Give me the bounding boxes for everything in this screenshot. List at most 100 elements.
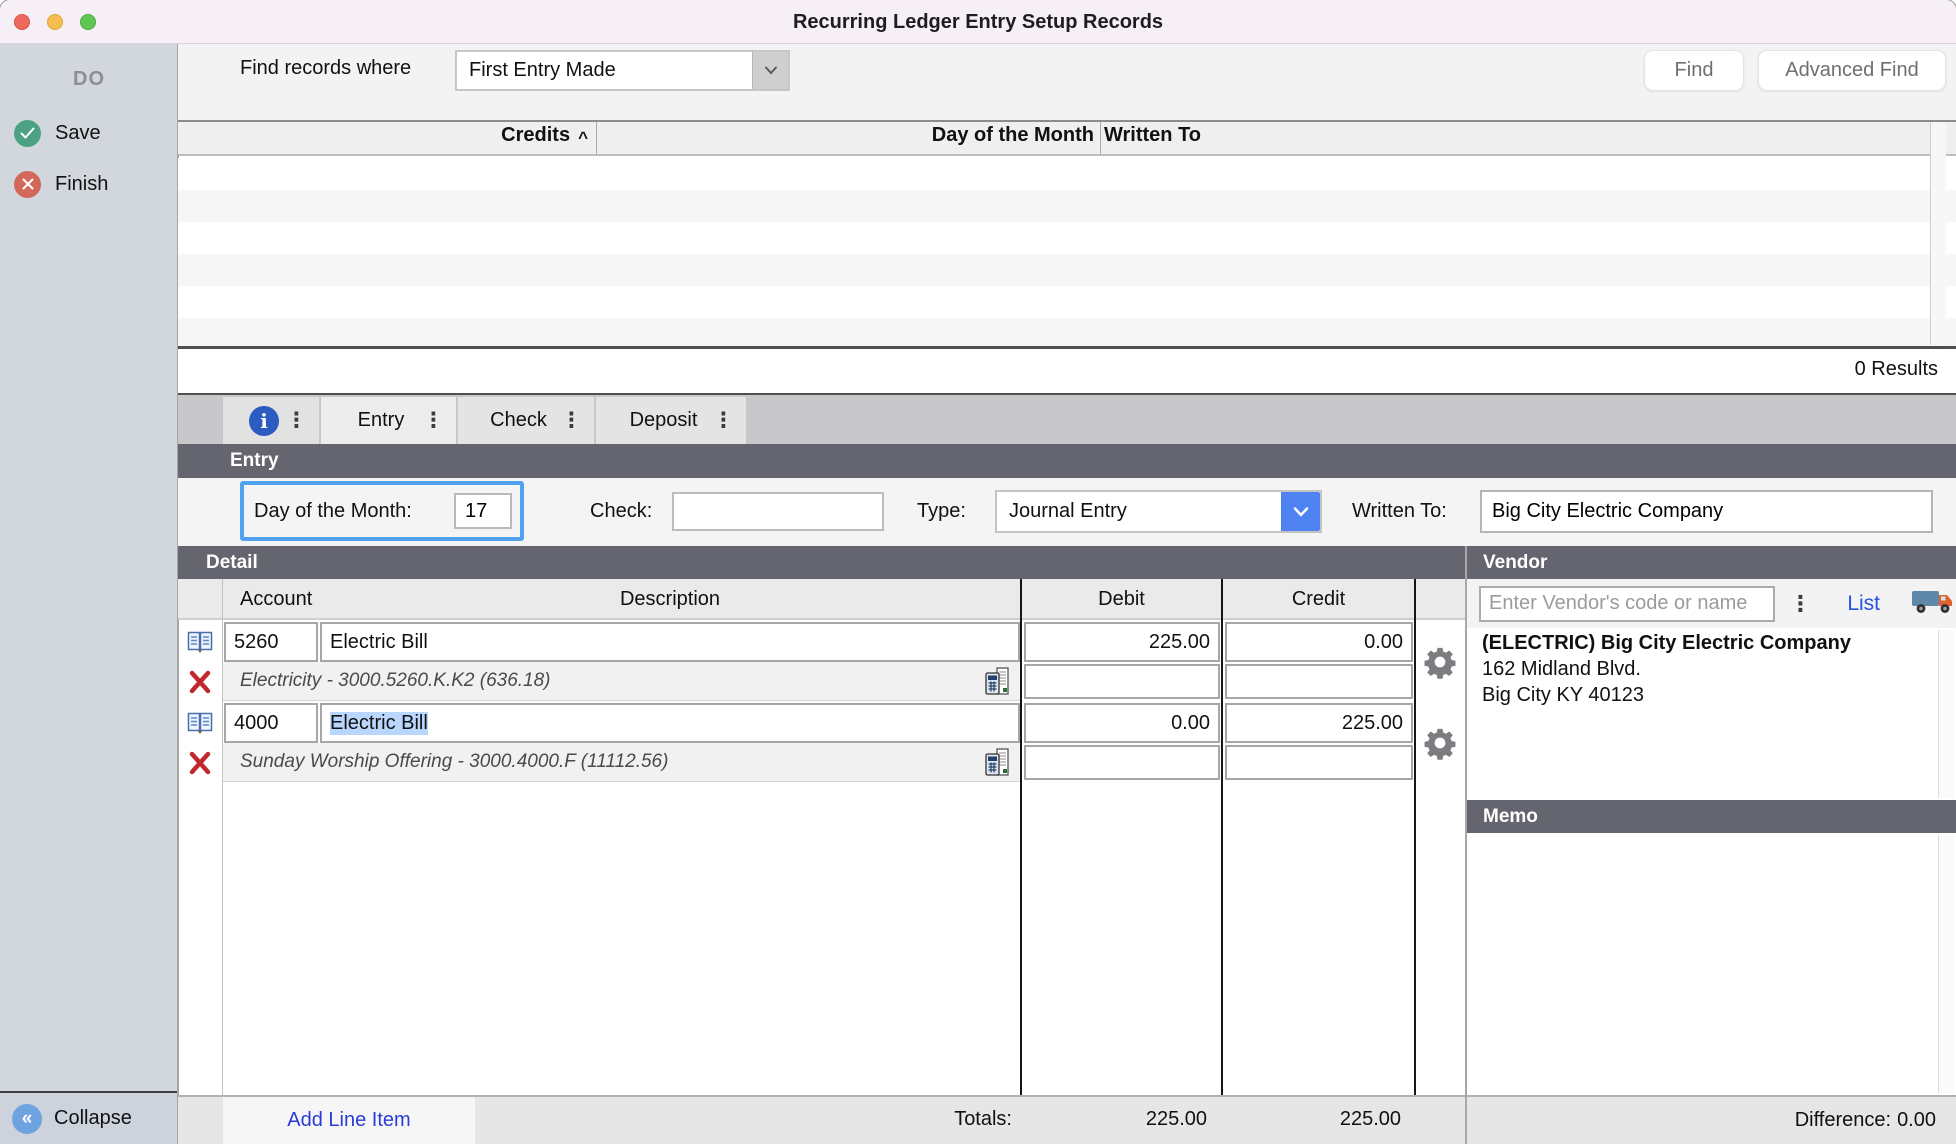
check-circle-icon [14, 119, 41, 147]
tab-menu-icon[interactable]: ⋮ [286, 409, 307, 432]
check-input[interactable] [672, 492, 884, 531]
results-count-band [178, 349, 1956, 393]
info-icon: i [249, 405, 279, 436]
find-field-value: First Entry Made [469, 59, 616, 81]
credit-cell[interactable]: 0.00 [1225, 622, 1413, 662]
description-cell[interactable]: Electric Bill [320, 622, 1020, 662]
calculator-icon [985, 667, 1009, 695]
add-line-item-tile[interactable]: Add Line Item [223, 1097, 475, 1144]
sort-ascending-icon: ^ [578, 128, 588, 147]
delete-line-button[interactable] [178, 662, 222, 701]
vendor-scrollbar[interactable] [1938, 630, 1954, 798]
sidebar-header: DO [73, 68, 105, 90]
type-value: Journal Entry [1009, 500, 1127, 522]
results-table-body[interactable] [178, 158, 1956, 346]
tab-deposit[interactable]: Deposit ⋮ [596, 397, 746, 444]
credit-cell[interactable]: 225.00 [1225, 703, 1413, 743]
sidebar-divider [0, 1091, 178, 1093]
allocation-text: Electricity - 3000.5260.K.K2 (636.18) [240, 670, 551, 691]
memo-textarea[interactable] [1467, 833, 1956, 1095]
difference-label: Difference: [1794, 1109, 1892, 1131]
tab-menu-icon[interactable]: ⋮ [561, 409, 582, 432]
debit-cell[interactable]: 225.00 [1024, 622, 1220, 662]
vendor-address-line2: Big City KY 40123 [1482, 684, 1644, 706]
close-window-button[interactable] [14, 14, 30, 30]
save-button[interactable]: Save [0, 113, 178, 153]
delete-line-button[interactable] [178, 743, 222, 782]
book-icon [187, 712, 213, 734]
vendor-menu-icon[interactable]: ⋮ [1789, 590, 1812, 616]
column-divider [596, 122, 597, 154]
tab-menu-icon[interactable]: ⋮ [423, 409, 444, 432]
debit-subcell[interactable] [1024, 745, 1220, 780]
ledger-book-button[interactable] [178, 703, 222, 743]
find-button[interactable]: Find [1644, 50, 1744, 91]
find-field-dropdown[interactable]: First Entry Made [455, 50, 790, 91]
tab-menu-icon[interactable]: ⋮ [713, 409, 734, 432]
description-cell[interactable]: Electric Bill [320, 703, 1020, 743]
save-label: Save [55, 121, 101, 144]
account-cell[interactable]: 4000 [224, 703, 318, 743]
finish-label: Finish [55, 172, 109, 195]
x-circle-icon [14, 170, 41, 198]
chevron-down-icon [752, 52, 788, 89]
calculator-button[interactable] [984, 747, 1010, 777]
credit-subcell[interactable] [1225, 745, 1413, 780]
add-line-item-link[interactable]: Add Line Item [287, 1109, 411, 1131]
debit-cell[interactable]: 0.00 [1024, 703, 1220, 743]
memo-scrollbar[interactable] [1938, 835, 1954, 1093]
detail-column-header-row [178, 579, 1465, 620]
results-scrollbar[interactable] [1930, 122, 1946, 345]
vendor-address-line1: 162 Midland Blvd. [1482, 658, 1641, 680]
collapse-label: Collapse [54, 1107, 132, 1129]
selected-text: Electric Bill [330, 711, 428, 735]
written-to-input[interactable] [1480, 490, 1933, 533]
zoom-window-button[interactable] [80, 14, 96, 30]
tab-check[interactable]: Check ⋮ [458, 397, 594, 444]
column-header-credits[interactable]: Credits ^ [501, 124, 588, 147]
gear-icon [1424, 728, 1456, 760]
finish-button[interactable]: Finish [0, 164, 178, 204]
column-header-written-to[interactable]: Written To [1104, 124, 1202, 146]
tab-entry[interactable]: Entry ⋮ [321, 397, 456, 444]
column-header-day-of-month[interactable]: Day of the Month [931, 124, 1094, 146]
vendor-truck-button[interactable] [1910, 586, 1956, 621]
type-label: Type: [917, 500, 966, 522]
line-settings-button[interactable] [1416, 622, 1464, 701]
vendor-list-link[interactable]: List [1847, 591, 1880, 615]
chevron-down-icon [1281, 492, 1320, 531]
vendor-info-panel [1467, 628, 1956, 800]
calculator-button[interactable] [984, 666, 1010, 696]
tab-deposit-label: Deposit [629, 409, 698, 431]
detail-section-header: Detail [178, 546, 1465, 579]
results-table-header [178, 120, 1956, 156]
allocation-text: Sunday Worship Offering - 3000.4000.F (1… [240, 751, 669, 772]
memo-section-header: Memo [1467, 800, 1956, 833]
day-of-month-group: Day of the Month: [240, 481, 524, 541]
account-cell[interactable]: 5260 [224, 622, 318, 662]
type-dropdown[interactable]: Journal Entry [995, 490, 1322, 533]
debit-subcell[interactable] [1024, 664, 1220, 699]
sidebar [0, 44, 178, 1144]
day-of-month-input[interactable] [454, 493, 512, 529]
divider [178, 393, 1956, 395]
vendor-toolbar: ⋮ List [1467, 579, 1956, 628]
column-header-description: Description [619, 588, 721, 610]
red-x-icon [189, 670, 211, 693]
tab-info[interactable]: i ⋮ [223, 397, 319, 444]
divider [178, 346, 1956, 349]
vendor-search-input[interactable] [1479, 585, 1776, 622]
title-bar [0, 0, 1956, 44]
credit-subcell[interactable] [1225, 664, 1413, 699]
tab-entry-label: Entry [357, 409, 405, 431]
red-x-icon [189, 751, 211, 774]
minimize-window-button[interactable] [47, 14, 63, 30]
collapse-button[interactable]: « Collapse [0, 1093, 178, 1144]
column-header-account: Account [240, 588, 313, 610]
line-settings-button[interactable] [1416, 703, 1464, 782]
day-of-month-label: Day of the Month: [254, 499, 412, 522]
ledger-book-button[interactable] [178, 622, 222, 662]
difference-value: 0.00 [1897, 1109, 1936, 1131]
total-credit: 225.00 [1339, 1108, 1401, 1130]
advanced-find-button[interactable]: Advanced Find [1758, 50, 1946, 91]
